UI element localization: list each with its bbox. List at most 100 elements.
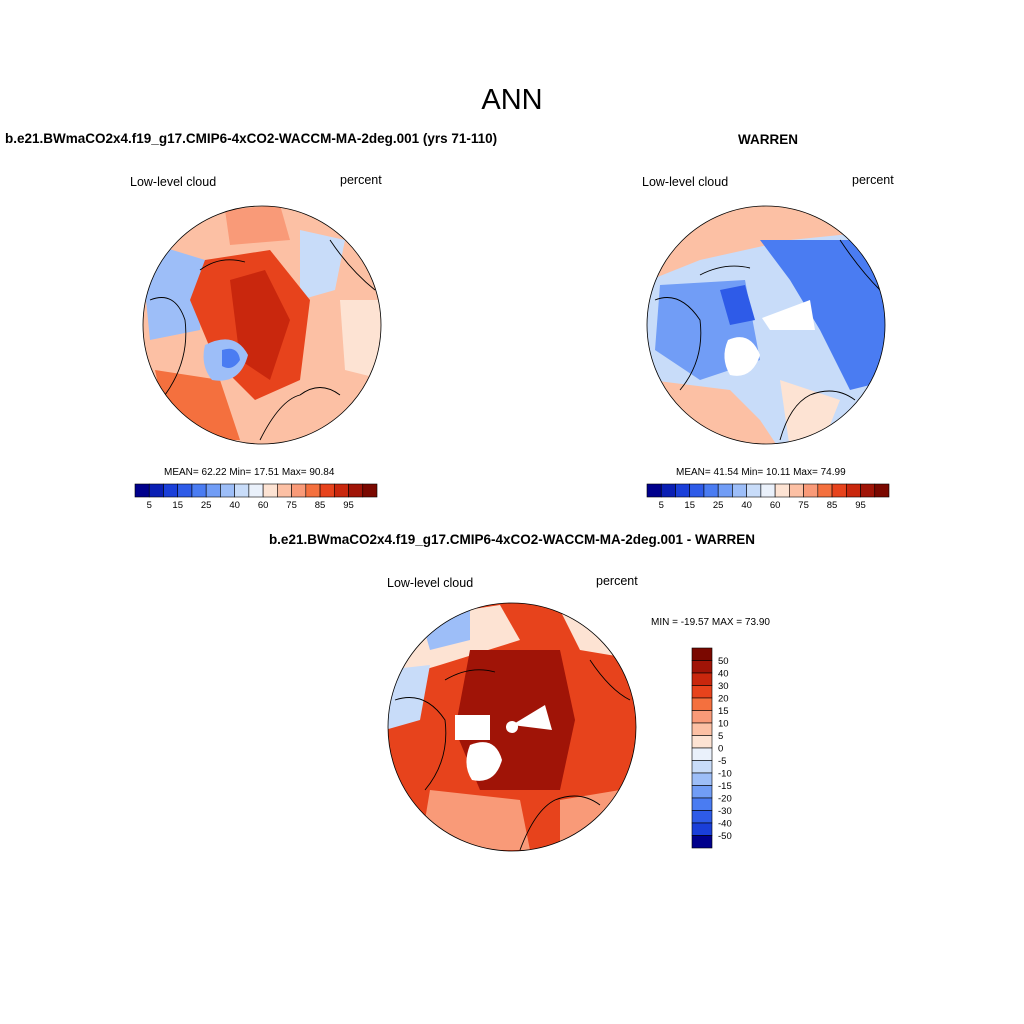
right-colorbar-box-9 [774, 483, 790, 498]
bottom-colorbar-box-9 [691, 760, 713, 774]
left-colorbar: 5 15 25 40 60 75 85 95 [134, 483, 378, 511]
left-colorbar-box-7 [234, 483, 250, 498]
bottom-colorbar-box-15 [691, 835, 713, 849]
bottom-colorbar-box-11 [691, 785, 713, 799]
right-colorbar-box-0 [646, 483, 662, 498]
left-polar-map [143, 206, 381, 444]
left-colorbar-box-9 [262, 483, 278, 498]
left-panel-title: b.e21.BWmaCO2x4.f19_g17.CMIP6-4xCO2-WACC… [5, 131, 498, 146]
left-colorbar-box-4 [191, 483, 207, 498]
left-colorbar-tick-label: 95 [343, 500, 354, 511]
right-colorbar-box-8 [760, 483, 776, 498]
left-region-north [225, 206, 290, 245]
right-colorbar-box-4 [703, 483, 719, 498]
bottom-region-greenland-missing [466, 742, 502, 781]
right-colorbar-box-16 [874, 483, 890, 498]
right-stats: MEAN= 41.54 Min= 10.11 Max= 74.99 [676, 467, 846, 478]
right-region-pacific [760, 240, 885, 390]
left-colorbar-box-6 [220, 483, 235, 498]
right-colorbar-box-10 [789, 483, 804, 498]
bottom-colorbar-box-14 [691, 822, 713, 836]
right-panel-title: WARREN [738, 132, 798, 147]
right-colorbar-tick-label: 75 [798, 500, 809, 511]
right-coastlines [654, 239, 881, 441]
bottom-colorbar-box-4 [691, 697, 713, 711]
left-colorbar-box-2 [163, 483, 179, 498]
bottom-coastlines [394, 659, 631, 851]
bottom-region-pole-missing [506, 721, 518, 733]
right-colorbar-box-13 [831, 483, 847, 498]
bottom-panel-title: b.e21.BWmaCO2x4.f19_g17.CMIP6-4xCO2-WACC… [268, 532, 756, 547]
bottom-colorbar-tick-label: 0 [718, 744, 723, 755]
right-colorbar-tick-label: 95 [855, 500, 866, 511]
bottom-colorbar-box-10 [691, 772, 713, 786]
bottom-polar-map [388, 603, 636, 851]
right-map-border [646, 205, 886, 445]
left-colorbar-tick-label: 15 [172, 500, 183, 511]
bottom-colorbar-tick-label: 5 [718, 731, 723, 742]
bottom-colorbar-tick-label: -10 [718, 769, 732, 780]
bottom-colorbar-box-6 [691, 722, 713, 736]
left-variable-label: Low-level cloud [130, 175, 217, 189]
bottom-variable-label: Low-level cloud [387, 576, 474, 590]
bottom-colorbar-box-1 [691, 660, 713, 674]
left-colorbar-box-3 [177, 483, 193, 498]
left-colorbar-tick-label: 85 [315, 500, 326, 511]
left-stats: MEAN= 62.22 Min= 17.51 Max= 90.84 [164, 467, 335, 478]
bottom-colorbar-tick-label: -30 [718, 806, 732, 817]
bottom-colorbar-box-5 [691, 710, 713, 724]
left-colorbar-tick-label: 5 [147, 500, 152, 511]
bottom-colorbar-box-2 [691, 672, 713, 686]
left-region-east [340, 300, 381, 380]
right-units-label: percent [852, 173, 894, 187]
bottom-stats: MIN = -19.57 MAX = 73.90 [651, 617, 770, 628]
right-colorbar-tick-label: 60 [770, 500, 781, 511]
right-colorbar-box-15 [860, 483, 876, 498]
left-colorbar-tick-label: 60 [258, 500, 269, 511]
right-colorbar-box-5 [717, 483, 733, 498]
bottom-colorbar-tick-label: 15 [718, 706, 729, 717]
left-colorbar-box-0 [134, 483, 150, 498]
left-colorbar-tick-label: 75 [286, 500, 297, 511]
bottom-colorbar-tick-label: -5 [718, 756, 726, 767]
right-colorbar-tick-label: 15 [684, 500, 695, 511]
bottom-map-border [387, 602, 637, 852]
right-colorbar-tick-label: 5 [659, 500, 664, 511]
bottom-region-archipelago-missing [455, 715, 490, 740]
right-colorbar: 5 15 25 40 60 75 85 95 [646, 483, 890, 511]
main-title: ANN [481, 84, 543, 116]
right-polar-map [647, 206, 885, 444]
right-colorbar-tick-label: 85 [827, 500, 838, 511]
right-region-greenland-missing [724, 337, 760, 376]
bottom-colorbar-tick-label: -15 [718, 781, 732, 792]
left-colorbar-box-14 [333, 483, 349, 498]
bottom-colorbar-tick-label: 10 [718, 719, 729, 730]
left-colorbar-box-10 [277, 483, 292, 498]
left-colorbar-tick-label: 40 [229, 500, 240, 511]
left-colorbar-box-5 [205, 483, 221, 498]
right-region-pole-missing [762, 300, 815, 330]
left-colorbar-tick-label: 25 [201, 500, 212, 511]
bottom-colorbar-tick-label: -20 [718, 794, 732, 805]
right-colorbar-tick-label: 25 [713, 500, 724, 511]
bottom-units-label: percent [596, 574, 638, 588]
left-region-greenland-min [222, 348, 240, 368]
right-colorbar-box-14 [845, 483, 861, 498]
bottom-colorbar-tick-label: -50 [718, 831, 732, 842]
bottom-region-pole-wedge-missing [512, 705, 552, 730]
right-colorbar-box-7 [746, 483, 762, 498]
left-units-label: percent [340, 173, 382, 187]
bottom-colorbar-tick-label: -40 [718, 819, 732, 830]
right-colorbar-tick-label: 40 [741, 500, 752, 511]
right-colorbar-box-6 [732, 483, 747, 498]
left-colorbar-box-1 [148, 483, 164, 498]
right-region-min [720, 285, 755, 325]
right-colorbar-box-3 [689, 483, 705, 498]
bottom-colorbar-tick-label: 50 [718, 656, 729, 667]
bottom-colorbar-box-12 [691, 797, 713, 811]
bottom-colorbar-tick-label: 30 [718, 681, 729, 692]
left-region-north-pacific [300, 230, 345, 300]
bottom-colorbar-box-3 [691, 685, 713, 699]
left-colorbar-box-11 [291, 483, 307, 498]
